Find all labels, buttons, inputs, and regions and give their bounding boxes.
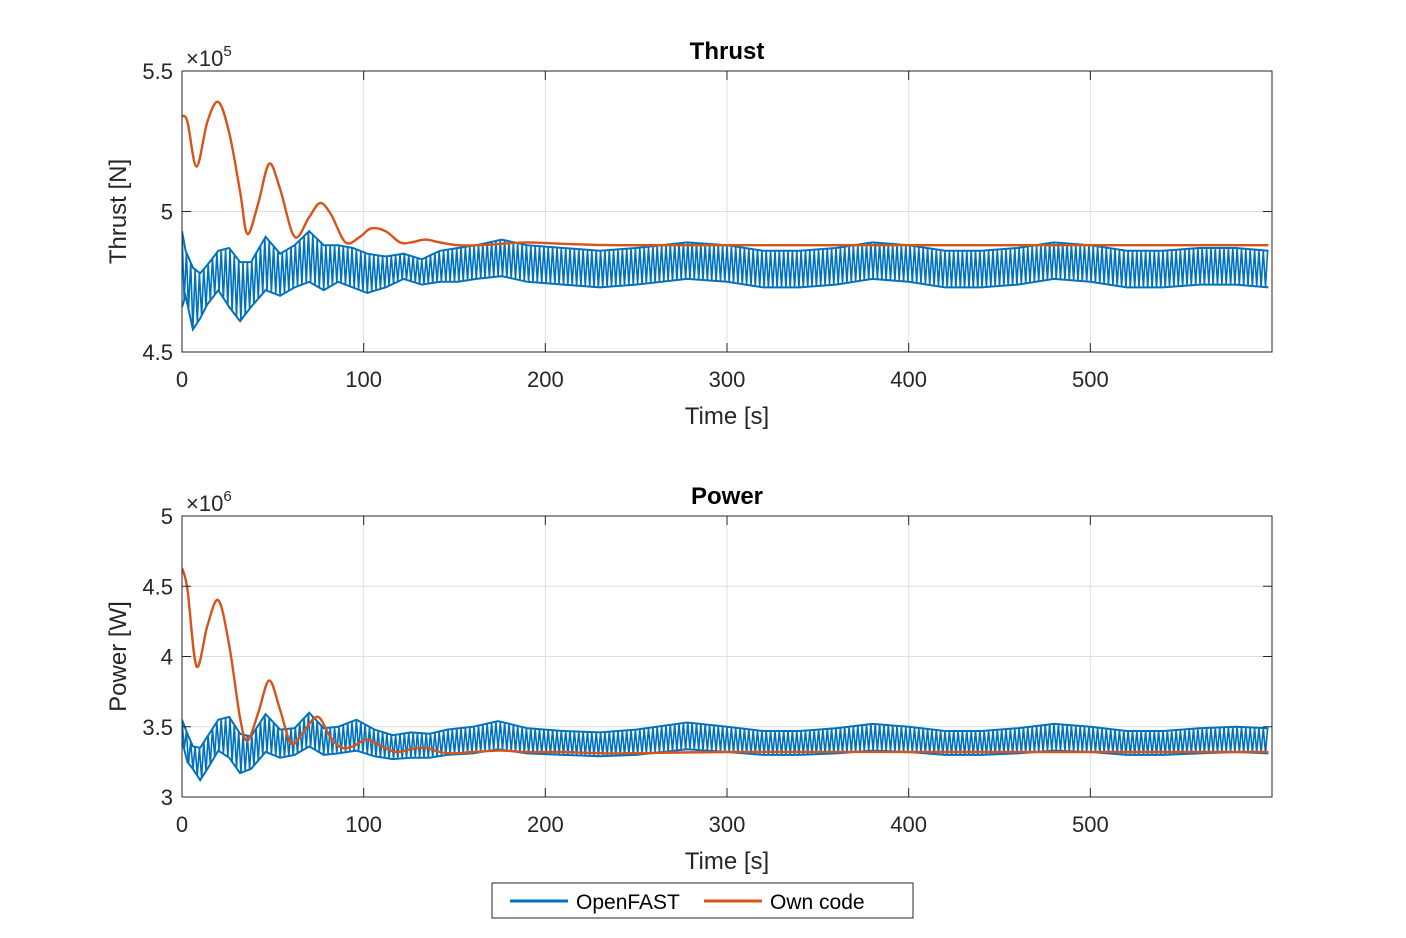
chart-title: Power: [691, 483, 763, 510]
legend-own-code-label: Own code: [770, 891, 865, 914]
y-axis-label: Thrust [N]: [105, 159, 132, 264]
power-chart: 0 100 200 300 400 500 3 3.5 4 4.5 5 ×106 Power Time […: [105, 483, 1273, 875]
series-own-code-line: [182, 567, 1269, 755]
x-tick-label: 100: [345, 367, 382, 392]
x-axis-label: Time [s]: [685, 848, 769, 875]
y-tick-label: 3.5: [142, 715, 173, 740]
y-tick-label: 5: [161, 504, 173, 529]
y-tick-label: 5.5: [142, 59, 173, 84]
thrust-chart: 0 100 200 300 400 500 4.5 5 5.5 ×105 Thrust Time [s…: [105, 38, 1273, 430]
legend: OpenFAST Own code: [491, 882, 914, 919]
x-tick-label: 400: [890, 812, 927, 837]
y-exponent-label: ×105: [186, 43, 232, 71]
series-openfast-upper-envelope: [182, 711, 1269, 749]
chart-title: Thrust: [690, 38, 765, 65]
x-tick-label: 100: [345, 812, 382, 837]
x-tick-label: 400: [890, 367, 927, 392]
x-tick-label: 300: [709, 367, 746, 392]
x-tick-label: 0: [176, 367, 188, 392]
legend-openfast-label: OpenFAST: [576, 891, 680, 914]
x-tick-label: 200: [527, 367, 564, 392]
x-tick-label: 0: [176, 812, 188, 837]
y-exponent-label: ×106: [186, 488, 232, 516]
y-exponent-power: 6: [223, 488, 231, 505]
y-tick-label: 3: [161, 785, 173, 810]
x-tick-label: 200: [527, 812, 564, 837]
y-tick-label: 4.5: [142, 574, 173, 599]
x-tick-label: 500: [1072, 812, 1109, 837]
y-axis-label: Power [W]: [105, 601, 132, 712]
x-axis-label: Time [s]: [685, 403, 769, 430]
y-tick-label: 4: [161, 645, 173, 670]
series-openfast-lower-envelope: [182, 275, 1269, 333]
y-tick-label: 5: [161, 200, 173, 225]
y-tick-label: 4.5: [142, 340, 173, 365]
x-tick-label: 300: [709, 812, 746, 837]
series-own-code-line: [182, 100, 1269, 247]
y-exponent-power: 5: [223, 43, 231, 60]
x-tick-label: 500: [1072, 367, 1109, 392]
